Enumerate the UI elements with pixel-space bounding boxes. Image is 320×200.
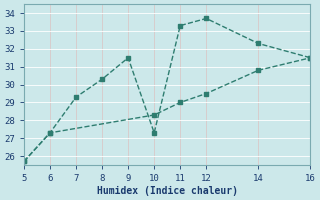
X-axis label: Humidex (Indice chaleur): Humidex (Indice chaleur) — [97, 186, 238, 196]
